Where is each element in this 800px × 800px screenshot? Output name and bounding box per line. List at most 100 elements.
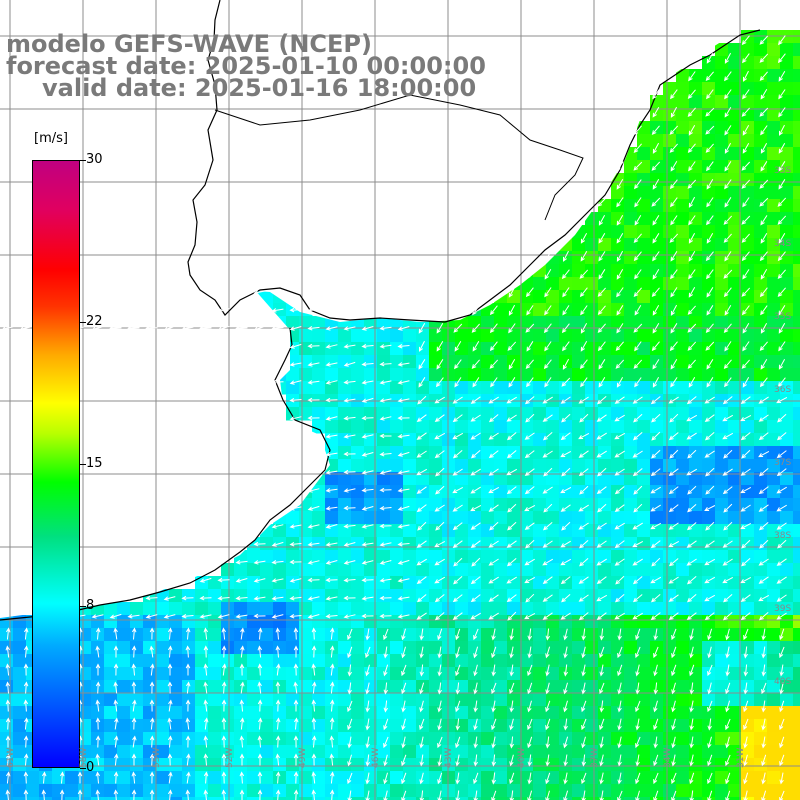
field-cell [390, 628, 404, 642]
field-cell [351, 433, 365, 447]
field-cell [338, 602, 352, 616]
field-cell [559, 732, 573, 746]
field-cell [286, 524, 300, 538]
field-cell [208, 693, 222, 707]
field-cell [442, 550, 456, 564]
field-cell [702, 173, 716, 187]
field-cell [260, 615, 274, 629]
field-cell [598, 719, 612, 733]
field-cell [793, 251, 800, 265]
field-cell [481, 524, 495, 538]
field-cell [91, 693, 105, 707]
wind-arrow [724, 341, 732, 352]
wind-arrow [397, 362, 410, 367]
wind-arrow [397, 433, 410, 439]
wind-arrow [293, 771, 299, 784]
wind-arrow [723, 233, 732, 243]
field-cell [416, 446, 430, 460]
wind-arrow [617, 754, 622, 767]
wind-arrow [472, 305, 480, 316]
field-cell [364, 654, 378, 668]
field-cell [689, 121, 703, 135]
field-cell [403, 355, 417, 369]
field-cell [273, 719, 287, 733]
field-cell [624, 758, 638, 772]
wind-arrow [275, 735, 281, 748]
wind-arrow [452, 432, 464, 440]
field-cell [91, 654, 105, 668]
field-cell [598, 251, 612, 265]
field-cell [416, 550, 430, 564]
field-cell [416, 758, 430, 772]
wind-arrow [473, 754, 479, 767]
wind-arrow [689, 736, 694, 749]
wind-arrow [725, 754, 731, 767]
field-cell [364, 511, 378, 525]
field-cell [364, 576, 378, 590]
wind-arrow [778, 161, 786, 172]
field-cell [793, 303, 800, 317]
wind-arrow [506, 396, 517, 404]
field-cell [481, 368, 495, 382]
wind-arrow [759, 107, 769, 117]
field-cell [689, 420, 703, 434]
field-cell [702, 654, 716, 668]
field-cell [442, 537, 456, 551]
wind-arrow [257, 681, 262, 694]
field-cell [741, 550, 755, 564]
field-cell [559, 784, 573, 798]
wind-arrow [131, 771, 137, 784]
field-cell [572, 589, 586, 603]
wind-arrow [561, 521, 571, 531]
field-cell [676, 745, 690, 759]
field-cell [104, 667, 118, 681]
field-cell [754, 537, 768, 551]
field-cell [780, 342, 794, 356]
wind-arrow [579, 413, 589, 423]
field-cell [351, 550, 365, 564]
field-cell [507, 745, 521, 759]
field-cell [715, 108, 729, 122]
field-cell [351, 797, 365, 800]
field-cell [364, 602, 378, 616]
wind-arrow [742, 142, 750, 154]
field-cell [624, 225, 638, 239]
wind-arrow [507, 521, 517, 531]
wind-arrow [185, 627, 191, 640]
field-cell [650, 602, 664, 616]
wind-arrow [379, 487, 392, 493]
wind-arrow [163, 614, 176, 619]
field-cell [325, 589, 339, 603]
field-cell [364, 641, 378, 655]
field-cell [533, 472, 547, 486]
field-cell [377, 550, 391, 564]
wind-arrow [635, 772, 641, 785]
wind-arrow [509, 754, 514, 767]
wind-arrow [343, 595, 356, 601]
field-cell [494, 368, 508, 382]
wind-arrow [560, 558, 572, 566]
wind-arrow [686, 414, 698, 422]
field-cell [676, 550, 690, 564]
field-cell [130, 797, 144, 800]
field-cell [793, 667, 800, 681]
field-cell [715, 797, 729, 800]
field-cell [611, 381, 625, 395]
field-cell [572, 446, 586, 460]
field-cell [455, 355, 469, 369]
field-cell [572, 550, 586, 564]
field-cell [793, 225, 800, 239]
wind-arrow [596, 450, 607, 458]
field-cell [208, 706, 222, 720]
wind-arrow [632, 522, 643, 530]
field-cell [650, 420, 664, 434]
field-cell [286, 563, 300, 577]
field-cell [663, 173, 677, 187]
field-cell [325, 602, 339, 616]
field-cell [663, 160, 677, 174]
wind-arrow [706, 197, 714, 208]
field-cell [403, 602, 417, 616]
field-cell [507, 368, 521, 382]
field-cell [520, 459, 534, 473]
field-cell [793, 212, 800, 226]
